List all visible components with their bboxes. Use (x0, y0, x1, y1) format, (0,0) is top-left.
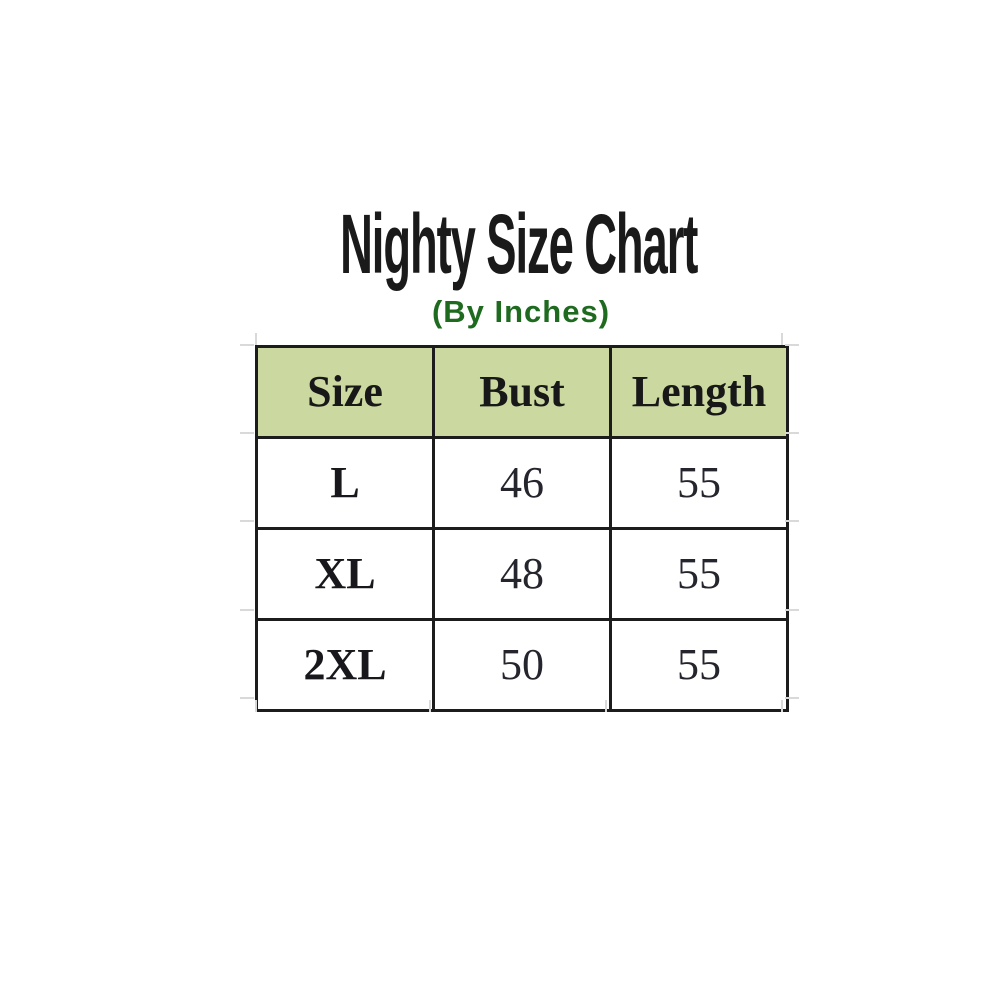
bust-cell: 46 (432, 436, 612, 530)
gridline-stub (240, 697, 254, 699)
page-title-wrap: Nighty Size Chart (19, 202, 1000, 286)
gridline-stub (240, 609, 254, 611)
length-cell: 55 (609, 436, 789, 530)
gridline-stub (785, 609, 799, 611)
table-row-2xl: 2XL 50 55 (255, 618, 789, 712)
page-title: Nighty Size Chart (340, 197, 698, 291)
column-header-size: Size (255, 345, 435, 439)
gridline-stub (605, 700, 607, 712)
length-cell: 55 (609, 527, 789, 621)
bust-cell: 48 (432, 527, 612, 621)
gridline-stub (781, 333, 783, 345)
gridline-stub (785, 520, 799, 522)
table-row-l: L 46 55 (255, 436, 789, 530)
size-cell: XL (255, 527, 435, 621)
gridline-stub (255, 333, 257, 345)
gridline-stub (781, 700, 783, 712)
bust-cell: 50 (432, 618, 612, 712)
subtitle-by-inches: (By Inches) (431, 294, 611, 329)
gridline-stub (240, 344, 254, 346)
gridline-stub (240, 520, 254, 522)
size-cell: 2XL (255, 618, 435, 712)
column-header-bust: Bust (432, 345, 612, 439)
length-cell: 55 (609, 618, 789, 712)
size-chart-table: Size Bust Length L 46 55 XL 48 55 2XL 50… (255, 345, 789, 712)
gridline-stub (785, 344, 799, 346)
gridline-stub (255, 700, 257, 712)
table-header-row: Size Bust Length (255, 345, 789, 439)
size-cell: L (255, 436, 435, 530)
column-header-length: Length (609, 345, 789, 439)
table-row-xl: XL 48 55 (255, 527, 789, 621)
gridline-stub (785, 697, 799, 699)
gridline-stub (785, 432, 799, 434)
gridline-stub (429, 700, 431, 712)
gridline-stub (240, 432, 254, 434)
